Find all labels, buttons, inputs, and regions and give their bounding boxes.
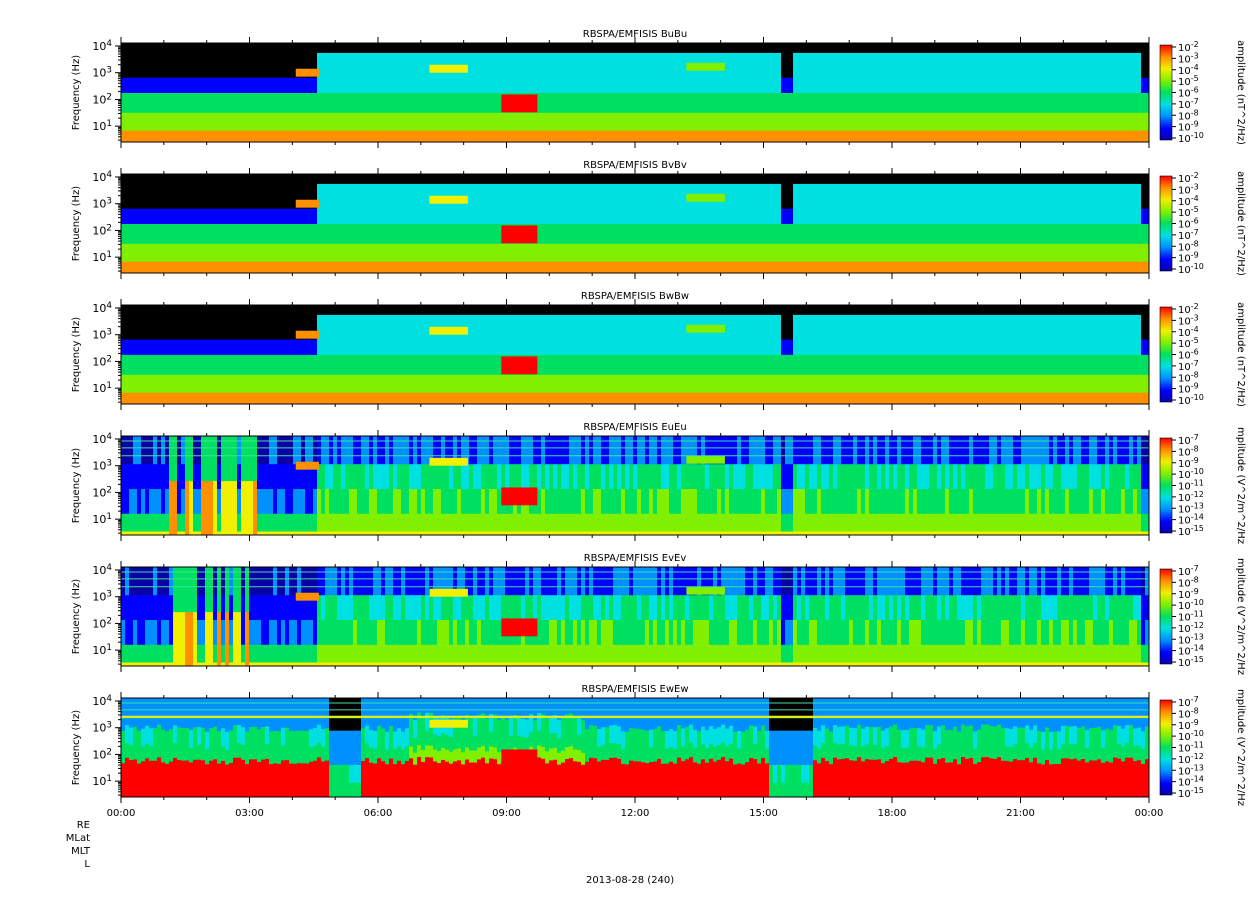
y-tick-label: 104 [92,432,112,446]
colorbar-label: amplitude (nT^2/Hz) [1235,171,1246,276]
panel-3: RBSPA/EMFISIS BwBw104103102101Frequency … [71,291,1246,410]
y-tick-label: 101 [92,643,112,657]
x-tick-label: 21:00 [1006,808,1035,819]
emission-band [686,587,725,595]
panel-6: RBSPA/EMFISIS EwEw104103102101Frequency … [71,678,1246,806]
colorbar [1160,307,1172,402]
colorbar-tick-label: 10-10 [1178,393,1204,407]
colorbar [1160,700,1172,795]
spectrogram-image [121,436,1149,536]
emission-band [429,720,468,728]
emission-band [296,69,319,77]
spectrogram-image [121,43,1149,143]
colorbar [1160,45,1172,140]
x-tick-label: 12:00 [621,808,650,819]
x-tick-label: 15:00 [749,808,778,819]
y-axis-label: Frequency (Hz) [71,579,82,655]
y-axis-label: Frequency (Hz) [71,186,82,262]
ephemeris-re-label: RE [30,820,90,831]
emission-band [429,589,468,597]
colorbar-tick-label: 10-10 [1178,262,1204,276]
colorbar-tick-label: 10-15 [1178,524,1204,538]
y-tick-label: 104 [92,170,112,184]
ephemeris-l-label: L [30,859,90,870]
y-tick-label: 102 [92,92,112,106]
emission-band [429,458,468,466]
y-tick-label: 102 [92,616,112,630]
emission-band [429,327,468,335]
intense-emission [501,487,537,505]
intense-emission [501,356,537,374]
x-tick-label: 00:00 [107,808,136,819]
y-tick-label: 104 [92,39,112,53]
spectrogram-image [121,567,1149,667]
y-tick-label: 101 [92,512,112,526]
x-tick-label: 03:00 [235,808,264,819]
y-tick-label: 101 [92,119,112,133]
intense-emission [501,749,537,767]
emission-band [686,194,725,202]
y-tick-label: 102 [92,223,112,237]
emission-band [296,331,319,339]
ephemeris-mlt-label: MLT [30,846,90,857]
panel-5: RBSPA/EMFISIS EvEv104103102101Frequency … [71,553,1246,675]
colorbar-label: amplitude (nT^2/Hz) [1235,40,1246,145]
y-tick-label: 103 [92,328,112,342]
emission-band [429,196,468,204]
colorbar [1160,176,1172,271]
y-tick-label: 101 [92,381,112,395]
colorbar [1160,569,1172,664]
ephemeris-mlat-label: MLat [30,833,90,844]
colorbar-label: amplitude (nT^2/Hz) [1235,302,1246,407]
y-tick-label: 103 [92,590,112,604]
panel-2: RBSPA/EMFISIS BvBv104103102101Frequency … [71,160,1246,279]
colorbar [1160,438,1172,533]
y-axis-label: Frequency (Hz) [71,55,82,131]
colorbar-label: mplitude (V^2/m^2/Hz [1235,689,1246,806]
spectrogram-image [121,174,1149,274]
x-tick-label: 09:00 [492,808,521,819]
y-axis-label: Frequency (Hz) [71,317,82,393]
y-tick-label: 103 [92,459,112,473]
intense-emission [501,618,537,636]
y-tick-label: 104 [92,301,112,315]
x-tick-label: 00:00 [1135,808,1164,819]
y-tick-label: 103 [92,721,112,735]
y-tick-label: 101 [92,250,112,264]
y-tick-label: 102 [92,747,112,761]
y-tick-label: 104 [92,563,112,577]
y-tick-label: 101 [92,774,112,788]
colorbar-label: mplitude (V^2/m^2/Hz [1235,558,1246,675]
colorbar-tick-label: 10-15 [1178,655,1204,669]
panel-1: RBSPA/EMFISIS BuBu104103102101Frequency … [71,29,1246,148]
emission-band [429,65,468,73]
y-tick-label: 102 [92,485,112,499]
panel-4: RBSPA/EMFISIS EuEu104103102101Frequency … [71,422,1246,544]
emission-band [296,462,319,470]
emission-band [296,593,319,601]
emission-band [686,325,725,333]
y-tick-label: 103 [92,197,112,211]
colorbar-tick-label: 10-15 [1178,786,1204,800]
x-tick-label: 18:00 [878,808,907,819]
emission-band [686,63,725,71]
y-axis-label: Frequency (Hz) [71,448,82,524]
y-tick-label: 104 [92,694,112,708]
emission-band [686,456,725,464]
y-axis-label: Frequency (Hz) [71,710,82,786]
spectrogram-image [121,305,1149,405]
y-tick-label: 103 [92,66,112,80]
emission-band [296,200,319,208]
x-tick-label: 06:00 [364,808,393,819]
intense-emission [501,225,537,243]
intense-emission [501,94,537,112]
date-label: 2013-08-28 (240) [586,875,674,886]
y-tick-label: 102 [92,354,112,368]
colorbar-tick-label: 10-10 [1178,131,1204,145]
colorbar-label: mplitude (V^2/m^2/Hz [1235,427,1246,544]
